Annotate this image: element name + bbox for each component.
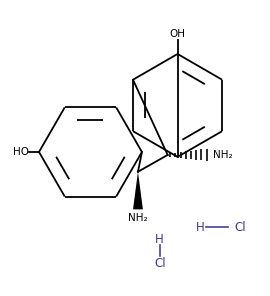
Text: OH: OH [170,29,185,39]
Polygon shape [133,172,143,209]
Text: NH₂: NH₂ [128,213,148,223]
Text: H: H [195,221,204,234]
Text: H: H [155,233,164,246]
Text: HO: HO [13,147,29,157]
Text: Cl: Cl [154,257,166,270]
Text: NH₂: NH₂ [213,150,233,160]
Text: Cl: Cl [234,221,246,234]
